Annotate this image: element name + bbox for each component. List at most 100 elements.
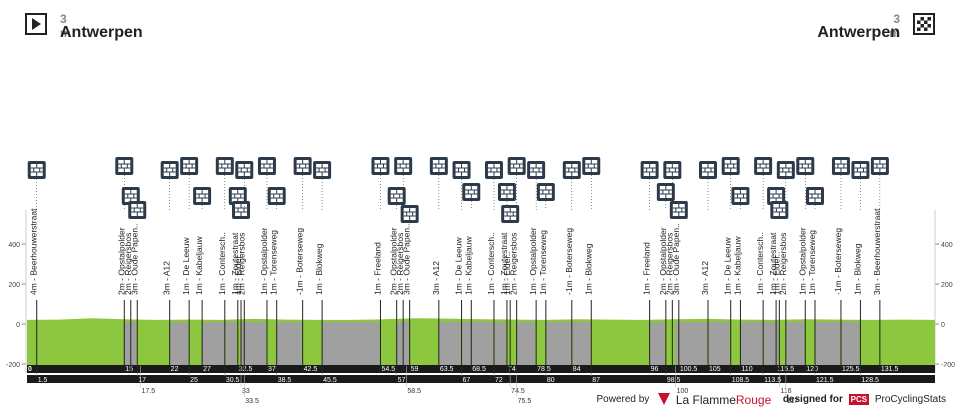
km-tick-label-22: 68.5 (472, 366, 486, 373)
km-tick-label-32: 98.5 (667, 377, 681, 384)
km-tick-label-26: 75.5 (518, 398, 532, 405)
cobbles-sector-icon (754, 157, 773, 175)
cobbled-section-1 (169, 322, 189, 373)
km-tick-label-30: 87 (592, 377, 600, 384)
cobbles-sector-icon (721, 157, 740, 175)
point-label-18: 3m - Oude Papen.. (402, 223, 412, 295)
start-location: Antwerpen (60, 24, 143, 41)
point-label-11: 1m - Opstalpolder (259, 227, 269, 295)
point-label-5: 1m - De Leeuw (181, 237, 191, 295)
point-label-38: 1m - Zoutestraat (768, 232, 778, 295)
point-label-20: 1m - De Leeuw (454, 237, 464, 295)
cobbles-sector-icon (806, 187, 825, 205)
km-tick-label-44: 125.5 (842, 366, 860, 373)
cobbles-sector-icon (536, 183, 555, 201)
point-label-8: 1m - Zoutestraat (230, 232, 240, 295)
cobbles-sector-icon (257, 157, 276, 175)
km-tick-label-20: 63.5 (440, 366, 454, 373)
km-tick-label-27: 78.5 (537, 366, 551, 373)
km-tick-label-33: 100 (677, 388, 689, 395)
point-label-29: 1m - Blokweg (583, 243, 593, 295)
km-tick-label-21: 67 (463, 377, 471, 384)
km-tick-label-1: 1.5 (38, 377, 48, 384)
point-label-0: 4m - Beerhouwerstraat (29, 208, 39, 295)
cobbles-sector-icon (640, 161, 659, 179)
point-label-6: 1m - Kabeljauw (194, 236, 204, 295)
cobbles-sector-icon (128, 201, 147, 219)
km-tick-label-47: 140 (936, 366, 948, 373)
cobbles-sector-icon (770, 201, 789, 219)
cobbles-sector-icon (669, 201, 688, 219)
km-tick-label-16: 54.5 (381, 366, 395, 373)
y-tick-label-right-1: 0 (941, 322, 945, 329)
cobbles-sector-icon (115, 157, 134, 175)
cobbled-section-18 (763, 322, 779, 373)
cobbles-sector-icon (121, 187, 140, 205)
cobbles-sector-icon (776, 161, 795, 179)
point-label-23: 1m - Zoutestraat (499, 232, 509, 295)
km-tick-label-8: 30.5 (226, 377, 240, 384)
km-tick-label-18: 58.5 (407, 388, 421, 395)
km-tick-label-31: 96 (651, 366, 659, 373)
km-tick-label-43: 121.5 (816, 377, 834, 384)
point-label-40: 2m - Reigersbos (778, 233, 788, 295)
footer-credits: Powered by La FlammeRouge designed for P… (596, 392, 946, 408)
cobbles-sector-icon (831, 157, 850, 175)
km-tick-label-11: 33.5 (245, 398, 259, 405)
laflammerouge-brand[interactable]: La FlammeRouge (675, 392, 772, 407)
point-label-42: 1m - Torenseweg (807, 230, 817, 295)
cobbles-sector-icon (497, 183, 516, 201)
cobbles-sector-icon (767, 187, 786, 205)
point-label-12: 1m - Torenseweg (269, 230, 279, 295)
point-label-31: 2m - Opstalpolder (658, 227, 668, 295)
cobbles-sector-icon (293, 157, 312, 175)
finish-location: Antwerpen (817, 24, 900, 41)
y-tick-label-left-3: 400 (8, 242, 20, 249)
cobbles-sector-icon (656, 183, 675, 201)
point-label-24: 1m - Elder.. (502, 252, 512, 295)
cobbles-sector-icon (582, 157, 601, 175)
km-tick-label-29: 84 (573, 366, 581, 373)
cobbles-sector-icon (313, 161, 332, 179)
km-tick-label-28: 80 (547, 377, 555, 384)
point-label-39: 1m - Elder.. (771, 252, 781, 295)
point-label-34: 3m - A12 (700, 261, 710, 295)
cobbles-sector-icon (527, 161, 546, 179)
km-axis-bar-upper (27, 365, 935, 373)
point-label-26: 1m - Opstalpolder (528, 227, 538, 295)
designed-for-text: designed for (782, 393, 843, 405)
cobbled-section-16 (708, 322, 730, 373)
cobbled-section-13 (571, 322, 591, 373)
point-label-2: 2m - Reigersbos (123, 233, 133, 295)
cobbled-section-19 (785, 322, 805, 373)
km-axis-bar (27, 375, 935, 383)
cobbles-sector-icon (462, 183, 481, 201)
cobbled-section-9 (461, 322, 493, 373)
laflammerouge-logo-icon (658, 393, 671, 406)
point-label-17: 2m - Reigersbos (395, 233, 405, 295)
point-label-3: 3m - Oude Papen.. (129, 223, 139, 295)
finish-flag-icon (913, 13, 935, 35)
cobbled-section-15 (675, 322, 707, 373)
km-tick-label-2: 15 (125, 366, 133, 373)
point-label-37: 1m - Contersch.. (755, 232, 765, 295)
cobbles-sector-icon (796, 157, 815, 175)
cobbled-section-17 (740, 322, 763, 373)
cobbled-section-10 (493, 322, 506, 373)
cobbles-sector-icon (180, 157, 199, 175)
point-label-14: 1m - Blokweg (314, 243, 324, 295)
cobbles-sector-icon (507, 157, 526, 175)
y-tick-label-right-3: 400 (941, 242, 953, 249)
km-tick-label-45: 128.5 (861, 377, 879, 384)
km-tick-label-46: 131.5 (881, 366, 899, 373)
y-tick-label-left-2: 200 (8, 282, 20, 289)
cobbles-sector-icon (228, 187, 247, 205)
y-tick-label-right-2: 200 (941, 282, 953, 289)
finish-altitude: 3 m (889, 12, 900, 40)
cobbled-section-2 (202, 322, 224, 373)
point-label-33: 3m - Oude Papen.. (671, 223, 681, 295)
km-tick-label-41: 117 (787, 398, 798, 405)
point-label-28: -1m - Boterseweg (564, 228, 574, 295)
cobbled-section-21 (840, 322, 860, 373)
procyclingstats-brand[interactable]: ProCyclingStats (874, 393, 946, 405)
